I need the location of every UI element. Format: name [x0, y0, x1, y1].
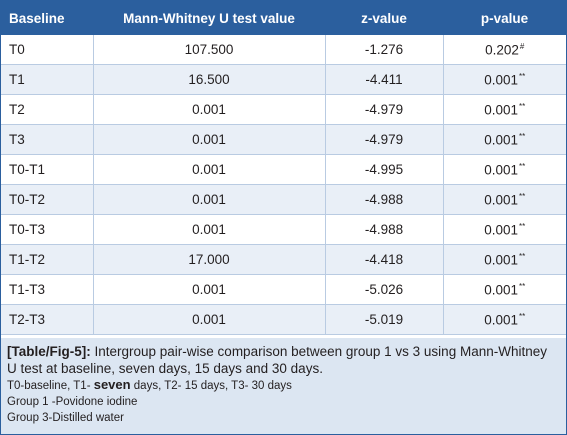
cell-z-value: -5.026 [325, 274, 444, 305]
cell-u-value: 107.500 [93, 35, 326, 65]
abbrev-suffix: days, T2- 15 days, T3- 30 days [130, 380, 292, 392]
table-caption: [Table/Fig-5]: Intergroup pair-wise comp… [1, 338, 566, 434]
significance-mark: # [519, 41, 525, 51]
cell-z-value: -4.979 [325, 124, 444, 155]
table-row: T0-T2 0.001 -4.988 0.001** [1, 184, 566, 215]
cell-u-value: 16.500 [93, 64, 326, 95]
significance-mark: ** [519, 161, 526, 171]
cell-z-value: -4.995 [325, 154, 444, 185]
cell-p-value: 0.001** [443, 244, 566, 275]
table-row: T3 0.001 -4.979 0.001** [1, 124, 566, 155]
cell-p-value: 0.001** [443, 304, 566, 335]
cell-baseline: T3 [1, 124, 94, 155]
cell-u-value: 0.001 [93, 274, 326, 305]
significance-mark: ** [519, 191, 526, 201]
cell-p-value: 0.001** [443, 64, 566, 95]
cell-baseline: T2-T3 [1, 304, 94, 335]
cell-u-value: 0.001 [93, 304, 326, 335]
significance-mark: ** [519, 101, 526, 111]
cell-u-value: 0.001 [93, 214, 326, 245]
p-value-text: 0.001 [484, 312, 519, 328]
table-row: T2 0.001 -4.979 0.001** [1, 94, 566, 125]
cell-p-value: 0.202# [443, 35, 566, 65]
cell-z-value: -4.411 [325, 64, 444, 95]
table-row: T0-T3 0.001 -4.988 0.001** [1, 214, 566, 245]
cell-u-value: 0.001 [93, 154, 326, 185]
significance-mark: ** [519, 281, 526, 291]
cell-u-value: 17.000 [93, 244, 326, 275]
cell-p-value: 0.001** [443, 274, 566, 305]
caption-description: Intergroup pair-wise comparison between … [7, 344, 547, 376]
caption-group-3: Group 3-Distilled water [7, 412, 124, 424]
table-row: T1-T2 17.000 -4.418 0.001** [1, 244, 566, 275]
cell-u-value: 0.001 [93, 124, 326, 155]
table-row: T2-T3 0.001 -5.019 0.001** [1, 304, 566, 335]
header-baseline: Baseline [1, 1, 93, 35]
cell-z-value: -1.276 [325, 35, 444, 65]
cell-p-value: 0.001** [443, 154, 566, 185]
p-value-text: 0.001 [484, 72, 519, 88]
significance-mark: ** [519, 311, 526, 321]
p-value-text: 0.001 [484, 132, 519, 148]
table-row: T0 107.500 -1.276 0.202# [1, 35, 566, 65]
cell-baseline: T0 [1, 35, 94, 65]
significance-mark: ** [519, 221, 526, 231]
table-row: T1 16.500 -4.411 0.001** [1, 64, 566, 95]
table-header-row: Baseline Mann-Whitney U test value z-val… [1, 1, 566, 35]
cell-p-value: 0.001** [443, 214, 566, 245]
cell-p-value: 0.001** [443, 124, 566, 155]
caption-text-block: [Table/Fig-5]: Intergroup pair-wise comp… [7, 343, 560, 377]
results-table: Baseline Mann-Whitney U test value z-val… [1, 1, 566, 335]
abbrev-prefix: T0-baseline, T1- [7, 380, 94, 392]
cell-z-value: -4.418 [325, 244, 444, 275]
cell-z-value: -4.988 [325, 214, 444, 245]
cell-baseline: T2 [1, 94, 94, 125]
significance-mark: ** [519, 251, 526, 261]
header-u-value: Mann-Whitney U test value [93, 1, 325, 35]
p-value-text: 0.001 [484, 162, 519, 178]
p-value-text: 0.001 [484, 282, 519, 298]
caption-label: [Table/Fig-5]: [7, 344, 91, 359]
table-row: T1-T3 0.001 -5.026 0.001** [1, 274, 566, 305]
p-value-text: 0.001 [484, 252, 519, 268]
cell-u-value: 0.001 [93, 184, 326, 215]
cell-baseline: T1 [1, 64, 94, 95]
cell-baseline: T0-T1 [1, 154, 94, 185]
cell-z-value: -4.988 [325, 184, 444, 215]
abbrev-bold: seven [93, 377, 131, 392]
significance-mark: ** [519, 71, 526, 81]
p-value-text: 0.001 [484, 192, 519, 208]
header-z-value: z-value [325, 1, 443, 35]
p-value-text: 0.001 [484, 222, 519, 238]
header-p-value: p-value [443, 1, 566, 35]
caption-group-1: Group 1 -Povidone iodine [7, 396, 138, 408]
significance-mark: ** [519, 131, 526, 141]
cell-z-value: -4.979 [325, 94, 444, 125]
table-row: T0-T1 0.001 -4.995 0.001** [1, 154, 566, 185]
cell-baseline: T1-T2 [1, 244, 94, 275]
cell-p-value: 0.001** [443, 94, 566, 125]
cell-p-value: 0.001** [443, 184, 566, 215]
p-value-text: 0.202 [485, 42, 519, 58]
cell-baseline: T0-T2 [1, 184, 94, 215]
cell-u-value: 0.001 [93, 94, 326, 125]
cell-z-value: -5.019 [325, 304, 444, 335]
cell-baseline: T0-T3 [1, 214, 94, 245]
p-value-text: 0.001 [484, 102, 519, 118]
cell-baseline: T1-T3 [1, 274, 94, 305]
caption-abbreviations: T0-baseline, T1- seven days, T2- 15 days… [7, 377, 560, 394]
